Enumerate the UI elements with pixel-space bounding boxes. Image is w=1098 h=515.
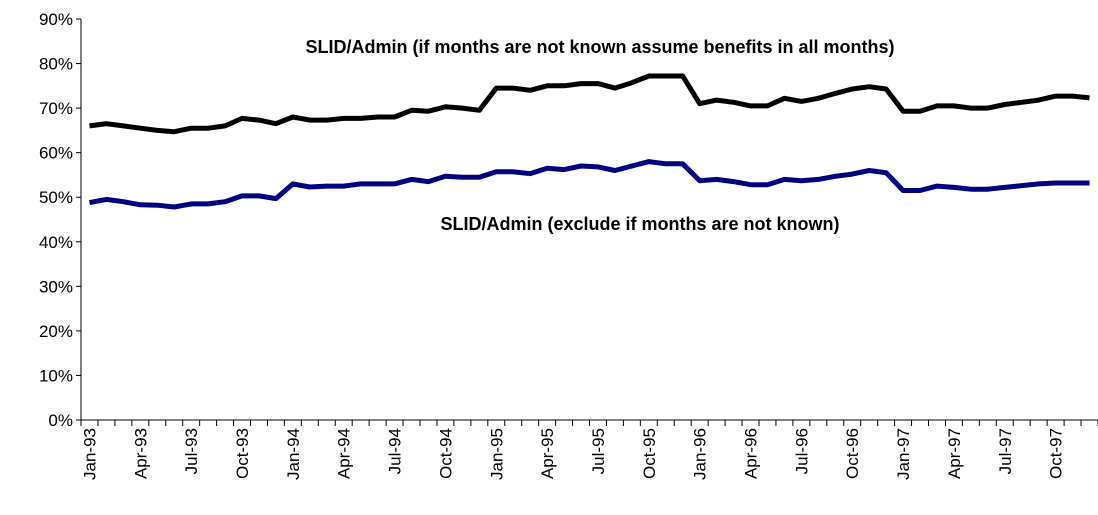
x-tick-label: Jul-93: [182, 428, 201, 474]
y-tick-label: 0%: [48, 411, 73, 430]
x-tick-label: Apr-96: [742, 428, 761, 479]
x-tick-label: Jan-96: [691, 428, 710, 480]
y-tick-label: 50%: [39, 188, 73, 207]
x-tick-label: Oct-95: [640, 428, 659, 479]
y-tick-label: 30%: [39, 277, 73, 296]
x-tick-label: Jul-95: [589, 428, 608, 474]
x-tick-label: Jan-97: [894, 428, 913, 480]
x-tick-label: Jan-93: [80, 428, 99, 480]
x-tick-label: Apr-95: [538, 428, 557, 479]
y-tick-label: 60%: [39, 144, 73, 163]
y-tick-label: 90%: [39, 10, 73, 29]
x-tick-label: Apr-94: [335, 428, 354, 479]
x-tick-label: Jul-94: [386, 428, 405, 474]
x-tick-label: Jul-97: [996, 428, 1015, 474]
x-tick-label: Apr-93: [131, 428, 150, 479]
series-line: [89, 73, 1090, 135]
x-tick-label: Jan-95: [487, 428, 506, 480]
x-tick-label: Jan-94: [284, 428, 303, 480]
x-tick-label: Oct-94: [436, 428, 455, 479]
x-tick-label: Oct-97: [1047, 428, 1066, 479]
x-tick-label: Jul-96: [792, 428, 811, 474]
x-tick-label: Apr-97: [945, 428, 964, 479]
y-tick-label: 20%: [39, 322, 73, 341]
x-tick-label: Oct-96: [843, 428, 862, 479]
y-tick-label: 70%: [39, 99, 73, 118]
y-tick-label: 10%: [39, 366, 73, 385]
y-tick-label: 80%: [39, 55, 73, 74]
y-tick-label: 40%: [39, 233, 73, 252]
series-line: [89, 159, 1090, 210]
series-label: SLID/Admin (exclude if months are not kn…: [440, 214, 839, 234]
series-label: SLID/Admin (if months are not known assu…: [305, 37, 894, 57]
x-tick-label: Oct-93: [233, 428, 252, 479]
